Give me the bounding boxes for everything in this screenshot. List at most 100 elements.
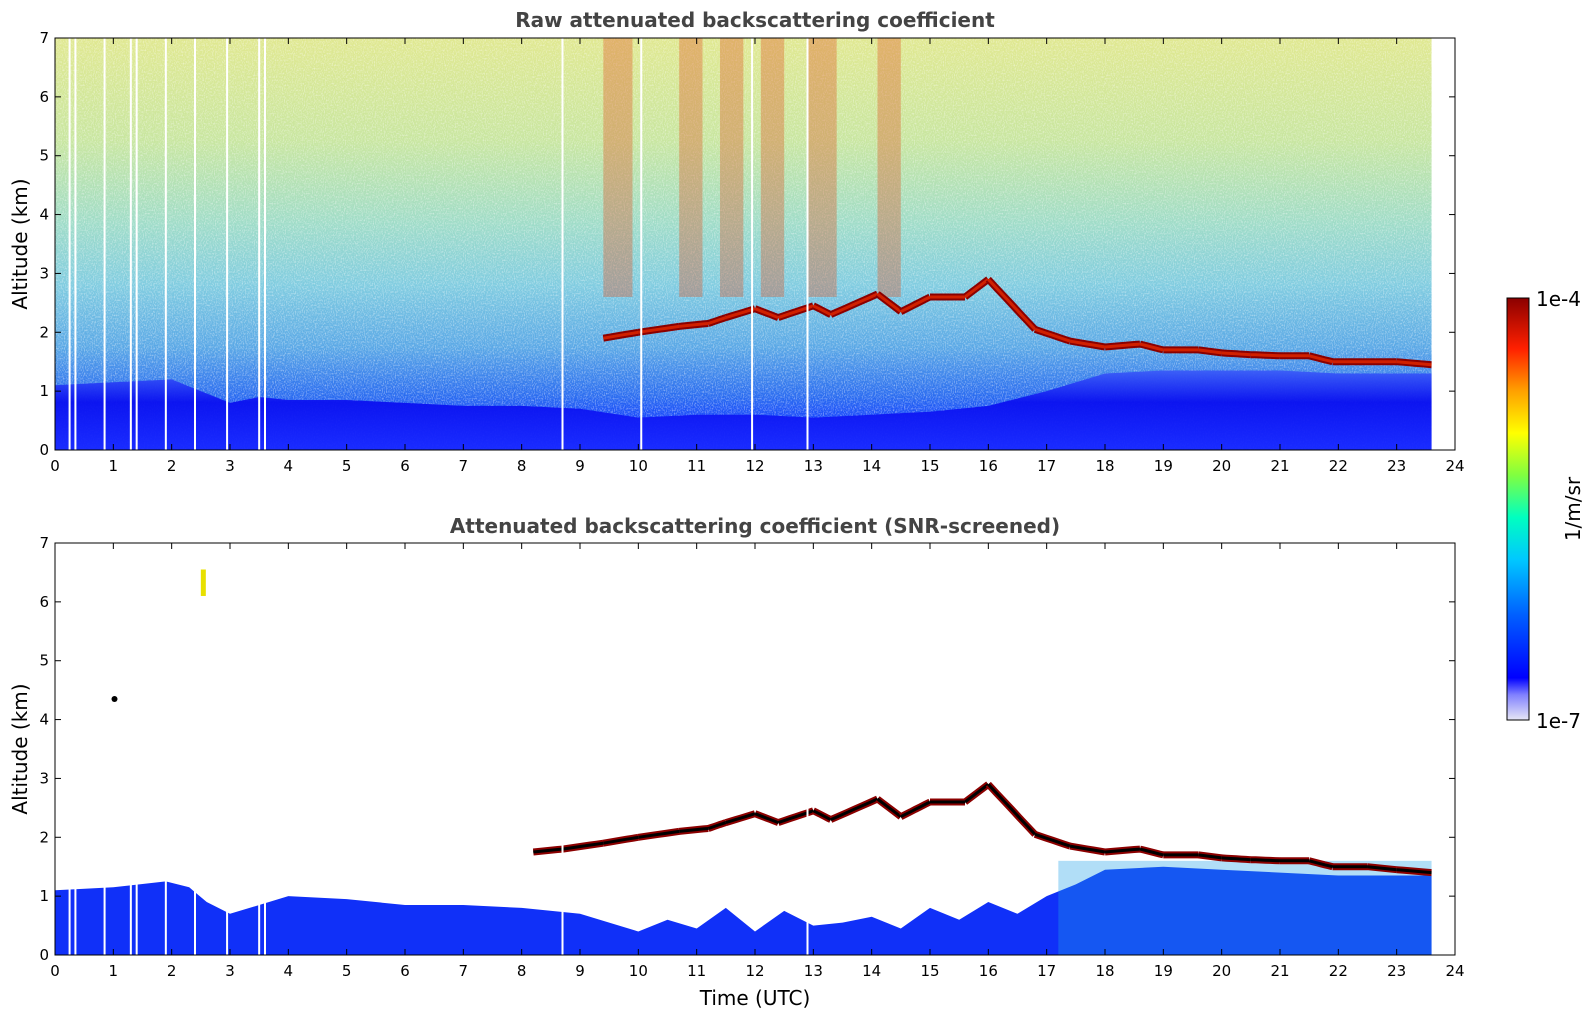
x-tick-label: 5 — [342, 962, 352, 980]
y-tick-label: 4 — [39, 711, 49, 729]
data-gap — [103, 543, 106, 955]
cloud-layer-core — [1104, 342, 1141, 349]
backscatter-field — [55, 543, 1455, 955]
x-tick-label: 23 — [1387, 962, 1406, 980]
x-tick-label: 24 — [1445, 962, 1464, 980]
x-tick-label: 19 — [1154, 457, 1173, 475]
x-tick-label: 6 — [400, 457, 410, 475]
chart-title: Attenuated backscattering coefficient (S… — [450, 514, 1060, 538]
data-gap — [68, 38, 71, 450]
x-tick-label: 2 — [167, 457, 177, 475]
cloud-layer-core — [603, 835, 639, 845]
x-tick-label: 14 — [862, 457, 881, 475]
cloud-layer-core — [812, 304, 832, 316]
x-tick-label: 5 — [342, 457, 352, 475]
data-gap — [806, 38, 809, 450]
y-tick-label: 7 — [39, 29, 49, 47]
cloud-layer-core — [1221, 856, 1251, 862]
cloud-layer-core — [964, 278, 990, 299]
y-tick-label: 6 — [39, 593, 49, 611]
x-tick-label: 20 — [1212, 962, 1231, 980]
cloud-layer-core — [987, 278, 1037, 331]
cloud-layer-core — [707, 821, 727, 830]
cloud-layer-core — [603, 330, 639, 340]
x-tick-label: 21 — [1270, 457, 1289, 475]
noise-column — [807, 38, 837, 297]
aerosol-layer — [55, 866, 1432, 955]
y-tick-label: 0 — [39, 946, 49, 964]
x-tick-label: 23 — [1387, 457, 1406, 475]
x-tick-label: 12 — [745, 962, 764, 980]
cloud-layer-core — [1034, 832, 1071, 848]
x-tick-label: 1 — [109, 962, 119, 980]
x-tick-label: 1 — [109, 457, 119, 475]
y-tick-label: 4 — [39, 206, 49, 224]
x-tick-label: 2 — [167, 962, 177, 980]
data-gap — [103, 38, 106, 450]
data-gap — [194, 543, 196, 955]
data-gap — [164, 543, 167, 955]
data-gap — [226, 543, 229, 955]
x-tick-label: 14 — [862, 962, 881, 980]
cloud-layer-core — [725, 307, 756, 320]
cloud-layer-core — [830, 292, 879, 316]
x-tick-label: 18 — [1095, 962, 1114, 980]
cloud-layer-core — [1104, 847, 1141, 854]
y-tick-label: 6 — [39, 88, 49, 106]
x-tick-label: 0 — [50, 457, 60, 475]
x-tick-label: 19 — [1154, 962, 1173, 980]
y-tick-label: 1 — [39, 887, 49, 905]
noise-column — [679, 38, 703, 297]
x-tick-label: 7 — [459, 457, 469, 475]
cloud-layer-core — [1034, 327, 1071, 343]
x-tick-label: 9 — [575, 457, 585, 475]
x-tick-label: 20 — [1212, 457, 1231, 475]
cloud-layer-core — [1198, 853, 1222, 860]
cloud-layer-core — [1250, 858, 1281, 863]
aerosol-layer — [55, 370, 1432, 450]
data-gap — [194, 38, 196, 450]
data-gap — [129, 543, 132, 955]
cloud-layer-core — [987, 783, 1037, 836]
noise-column — [877, 38, 901, 297]
x-tick-label: 8 — [517, 962, 527, 980]
cloud-layer-core — [638, 829, 680, 839]
data-gap — [751, 38, 754, 450]
cloud-layer-core — [1250, 353, 1281, 358]
chart-title: Raw attenuated backscattering coefficien… — [515, 8, 995, 32]
x-tick-label: 10 — [629, 457, 648, 475]
x-tick-label: 17 — [1037, 457, 1056, 475]
x-tick-label: 21 — [1270, 962, 1289, 980]
y-axis-label: Altitude (km) — [8, 683, 32, 814]
x-tick-label: 18 — [1095, 457, 1114, 475]
x-axis-label: Time (UTC) — [699, 986, 811, 1010]
cloud-layer-core — [1139, 847, 1164, 857]
y-axis-label: Altitude (km) — [8, 178, 32, 309]
cloud-layer-core — [1308, 354, 1333, 364]
noise-column — [603, 38, 633, 297]
y-tick-label: 5 — [39, 147, 49, 165]
cloud-layer-core — [1139, 342, 1164, 352]
cloud-layer-core — [876, 797, 902, 818]
x-tick-label: 7 — [459, 962, 469, 980]
cloud-layer-core — [707, 316, 727, 325]
cloud-layer-core — [1308, 859, 1333, 869]
x-tick-label: 13 — [804, 457, 823, 475]
backscatter-field — [55, 38, 1455, 450]
data-gap — [561, 38, 564, 450]
x-tick-label: 11 — [687, 962, 706, 980]
x-tick-label: 9 — [575, 962, 585, 980]
data-gap — [135, 543, 138, 955]
cloud-layer-core — [812, 809, 832, 821]
isolated-return — [200, 569, 206, 596]
cloud-layer-core — [754, 307, 779, 320]
x-tick-label: 16 — [979, 457, 998, 475]
x-tick-label: 22 — [1329, 457, 1348, 475]
x-tick-label: 11 — [687, 457, 706, 475]
cloud-layer-core — [754, 812, 779, 825]
colorbar-max-label: 1e-4 — [1536, 287, 1581, 311]
cloud-layer-core — [1069, 339, 1106, 349]
cloud-layer-core — [1396, 868, 1432, 875]
